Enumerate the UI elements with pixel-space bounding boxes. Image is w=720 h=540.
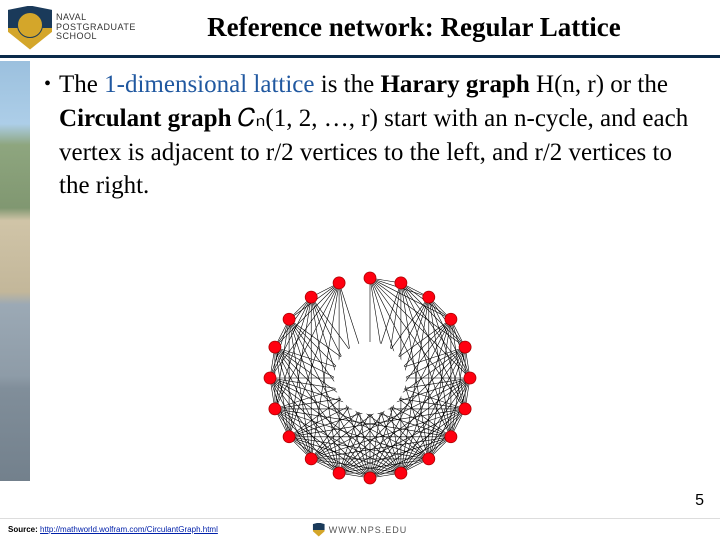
shield-icon <box>8 6 52 50</box>
bullet-icon: • <box>44 68 51 203</box>
body-text: • The 1-dimensional lattice is the Harar… <box>0 58 720 213</box>
nps-logo: NAVAL POSTGRADUATE SCHOOL <box>8 6 136 50</box>
t2: is the <box>315 71 381 98</box>
source-link[interactable]: http://mathworld.wolfram.com/CirculantGr… <box>40 525 218 534</box>
logo-text: NAVAL POSTGRADUATE SCHOOL <box>56 13 136 43</box>
footer-url: WWW.NPS.EDU <box>329 525 408 535</box>
harary-term: Harary graph <box>380 71 529 98</box>
page-title: Reference network: Regular Lattice <box>136 12 712 43</box>
lattice-term: 1-dimensional lattice <box>104 71 314 98</box>
footer-nps: WWW.NPS.EDU <box>313 523 408 537</box>
source-citation: Source: http://mathworld.wolfram.com/Cir… <box>8 525 218 534</box>
source-label: Source: <box>8 525 40 534</box>
logo-line-3: SCHOOL <box>56 32 136 42</box>
t1: The <box>59 71 104 98</box>
circulant-term: Circulant graph <box>59 105 231 132</box>
graph-svg <box>260 268 480 488</box>
slide-footer: Source: http://mathworld.wolfram.com/Cir… <box>0 518 720 540</box>
body-paragraph: The 1-dimensional lattice is the Harary … <box>59 68 696 203</box>
slide-header: NAVAL POSTGRADUATE SCHOOL Reference netw… <box>0 0 720 58</box>
mini-shield-icon <box>313 523 325 537</box>
t3: H(n, r) or the <box>530 71 668 98</box>
sidebar-photo <box>0 61 30 481</box>
page-number: 5 <box>695 492 704 510</box>
circulant-graph-figure <box>260 268 480 488</box>
